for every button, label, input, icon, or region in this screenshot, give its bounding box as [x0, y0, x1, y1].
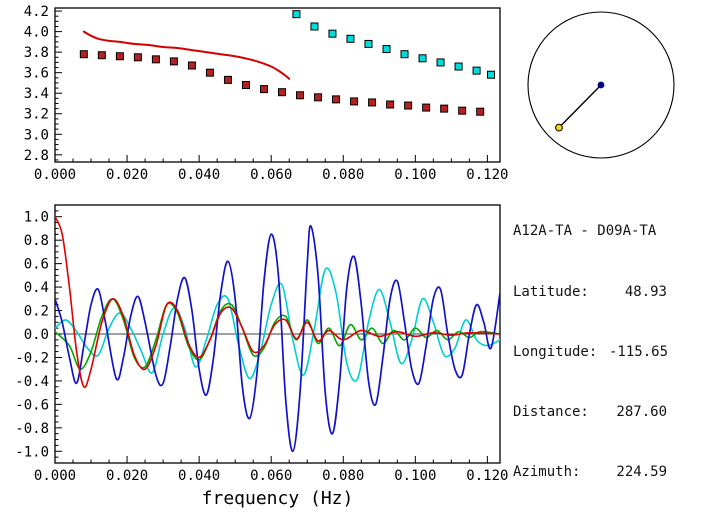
svg-text:0.080: 0.080	[322, 468, 364, 484]
svg-text:0.100: 0.100	[394, 468, 436, 484]
azimuth-circle	[527, 11, 675, 159]
azimuth-line	[558, 84, 602, 129]
azimuth-circle-diagram	[527, 11, 675, 159]
longitude-label: Longitude:	[513, 344, 598, 360]
svg-text:4.2: 4.2	[24, 4, 49, 20]
series-layer	[79, 10, 495, 116]
latitude-label: Latitude:	[513, 284, 589, 300]
station-info: A12A-TA - D09A-TA Latitude: 48.93 Longit…	[513, 181, 669, 519]
svg-text:3.0: 3.0	[24, 127, 49, 143]
azimuth-value: 224.59	[616, 464, 667, 480]
distance-label: Distance:	[513, 404, 589, 420]
svg-text:0.000: 0.000	[34, 167, 76, 183]
waveform-cyan	[55, 267, 500, 382]
svg-text:-0.8: -0.8	[15, 421, 49, 437]
waveform-red	[55, 215, 500, 389]
svg-text:-1.0: -1.0	[15, 444, 49, 460]
waveform-green	[55, 298, 500, 370]
latitude-value: 48.93	[624, 284, 667, 300]
waveform-blue	[55, 225, 500, 453]
longitude-value: -115.65	[609, 344, 669, 360]
svg-text:frequency (Hz): frequency (Hz)	[202, 488, 354, 509]
svg-text:0.080: 0.080	[322, 167, 364, 183]
svg-text:0.4: 0.4	[24, 280, 49, 296]
svg-text:0.040: 0.040	[178, 468, 220, 484]
svg-text:0.020: 0.020	[106, 468, 148, 484]
svg-text:0.000: 0.000	[34, 468, 76, 484]
waveform-chart: 0.000 0.020 0.040 0.060 0.080 0.100 0.120 -1.0 -…	[15, 204, 508, 509]
svg-text:0.100: 0.100	[394, 167, 436, 183]
svg-text:3.2: 3.2	[24, 107, 49, 123]
svg-text:-0.4: -0.4	[15, 374, 49, 390]
plot-frame	[54, 7, 501, 163]
center-station-dot	[597, 81, 605, 89]
svg-text:3.8: 3.8	[24, 45, 49, 61]
svg-text:-0.6: -0.6	[15, 397, 49, 413]
info-row-distance: Distance: 287.60	[513, 402, 667, 422]
azimuth-label: Azimuth:	[513, 464, 581, 480]
station-pair-title: A12A-TA - D09A-TA	[513, 223, 657, 239]
svg-text:0.2: 0.2	[24, 304, 49, 320]
svg-text:0.060: 0.060	[250, 468, 292, 484]
svg-text:3.6: 3.6	[24, 66, 49, 82]
svg-text:1.0: 1.0	[24, 210, 49, 226]
svg-text:0.6: 0.6	[24, 257, 49, 273]
distance-value: 287.60	[616, 404, 667, 420]
svg-text:3.4: 3.4	[24, 86, 49, 102]
svg-text:0.0: 0.0	[24, 327, 49, 343]
svg-text:-0.2: -0.2	[15, 350, 49, 366]
info-row-azimuth: Azimuth: 224.59	[513, 462, 667, 482]
svg-text:0.020: 0.020	[106, 167, 148, 183]
dispersion-picks-red-squares	[79, 50, 485, 116]
info-row-longitude: Longitude: -115.65	[513, 342, 669, 362]
dispersion-picks-cyan-squares	[292, 10, 495, 79]
remote-station-dot	[555, 123, 563, 132]
series-layer	[55, 215, 500, 453]
svg-text:2.8: 2.8	[24, 148, 49, 164]
svg-text:0.040: 0.040	[178, 167, 220, 183]
svg-text:0.120: 0.120	[466, 468, 508, 484]
reference-dispersion-curve-red	[82, 30, 291, 80]
svg-text:0.060: 0.060	[250, 167, 292, 183]
dispersion-chart: 0.000 0.020 0.040 0.060 0.080 0.100 0.120 2.8 3.…	[24, 4, 509, 183]
svg-text:0.120: 0.120	[466, 167, 508, 183]
info-row-latitude: Latitude: 48.93	[513, 282, 667, 302]
svg-text:4.0: 4.0	[24, 25, 49, 41]
svg-text:0.8: 0.8	[24, 233, 49, 249]
